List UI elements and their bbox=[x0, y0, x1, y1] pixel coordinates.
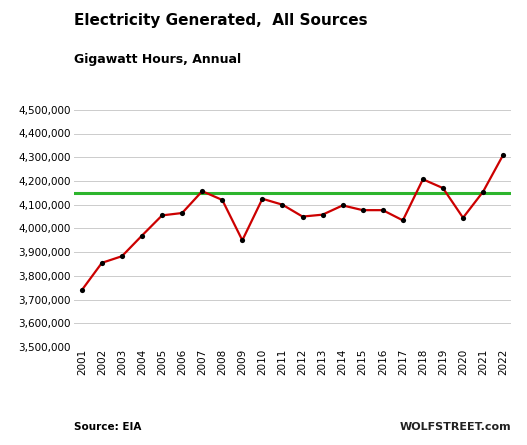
Point bbox=[459, 214, 467, 221]
Point bbox=[439, 185, 447, 192]
Point bbox=[158, 212, 167, 219]
Text: Electricity Generated,  All Sources: Electricity Generated, All Sources bbox=[74, 13, 367, 28]
Text: Gigawatt Hours, Annual: Gigawatt Hours, Annual bbox=[74, 53, 241, 66]
Point bbox=[358, 206, 367, 214]
Point bbox=[118, 253, 126, 260]
Point bbox=[278, 201, 287, 208]
Point bbox=[77, 287, 86, 294]
Point bbox=[178, 210, 187, 217]
Point bbox=[499, 151, 508, 158]
Point bbox=[198, 188, 207, 195]
Point bbox=[378, 206, 387, 214]
Point bbox=[97, 259, 106, 267]
Point bbox=[338, 202, 347, 209]
Point bbox=[479, 188, 487, 195]
Point bbox=[238, 237, 247, 244]
Text: WOLFSTREET.com: WOLFSTREET.com bbox=[399, 422, 511, 432]
Point bbox=[138, 232, 146, 239]
Text: Source: EIA: Source: EIA bbox=[74, 422, 141, 432]
Point bbox=[398, 217, 407, 224]
Point bbox=[298, 213, 307, 220]
Point bbox=[258, 195, 267, 202]
Point bbox=[418, 176, 427, 183]
Point bbox=[218, 196, 227, 203]
Point bbox=[318, 211, 327, 218]
